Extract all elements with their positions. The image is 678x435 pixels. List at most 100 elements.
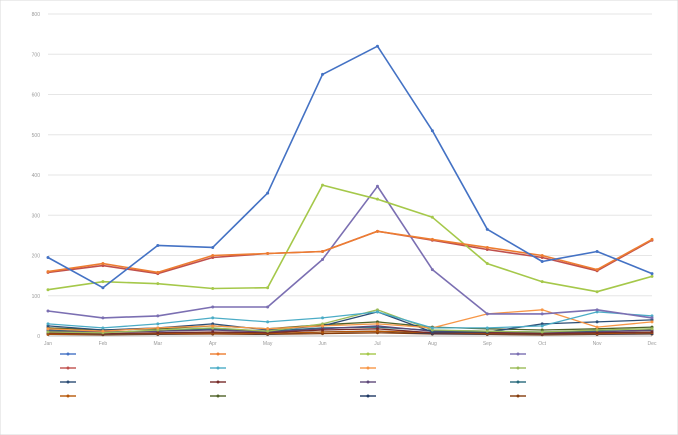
y-tick-label: 100 <box>32 294 41 300</box>
data-point <box>595 320 599 324</box>
legend-item <box>510 394 526 398</box>
y-tick-label: 800 <box>32 12 41 18</box>
data-point <box>321 316 325 320</box>
data-point <box>540 254 544 257</box>
axes: 0 100 200 300 400 500 600 700 800 Jan Feb Mar Apr May… <box>32 12 657 347</box>
data-point <box>595 249 599 253</box>
legend-item <box>210 352 226 356</box>
y-tick-label: 300 <box>32 213 41 219</box>
legend-swatch-marker <box>516 380 520 384</box>
data-point <box>211 324 215 328</box>
series-lines <box>46 44 654 337</box>
x-tick-label: Jun <box>319 341 327 347</box>
data-point <box>650 327 654 331</box>
data-point <box>375 327 379 331</box>
data-point <box>540 312 544 316</box>
data-point <box>595 328 599 332</box>
legend-swatch-marker <box>66 366 70 370</box>
data-point <box>430 268 434 272</box>
y-tick-label: 0 <box>37 334 40 340</box>
data-point <box>266 305 270 309</box>
y-tick-label: 700 <box>32 52 41 58</box>
data-point <box>430 215 434 219</box>
data-point <box>156 331 160 335</box>
y-tick-label: 500 <box>32 133 41 139</box>
data-point <box>375 197 379 201</box>
data-point <box>46 330 50 334</box>
data-point <box>101 280 105 284</box>
data-point <box>321 249 325 253</box>
data-point <box>156 322 160 326</box>
legend <box>60 352 526 398</box>
series-2 <box>46 183 654 294</box>
legend-swatch-marker <box>366 394 370 398</box>
series-line <box>47 309 653 334</box>
x-tick-label: Aug <box>428 341 437 347</box>
data-point <box>101 262 105 266</box>
data-point <box>375 310 379 314</box>
series-3 <box>46 184 654 320</box>
legend-swatch-marker <box>216 366 220 370</box>
data-point <box>321 328 325 332</box>
series-5 <box>46 310 654 330</box>
series-1 <box>46 229 654 274</box>
data-point <box>46 309 50 313</box>
x-tick-label: Dec <box>648 341 657 347</box>
x-tick-label: Jan <box>44 341 52 347</box>
data-point <box>266 251 270 255</box>
x-tick-label: Feb <box>99 341 108 347</box>
data-point <box>485 245 489 249</box>
data-point <box>156 270 160 274</box>
data-point <box>595 290 599 294</box>
series-line <box>47 185 653 319</box>
data-point <box>485 262 489 266</box>
data-point <box>650 272 654 276</box>
data-point <box>485 329 489 333</box>
data-point <box>46 270 50 274</box>
data-point <box>430 129 434 133</box>
legend-item <box>360 366 376 370</box>
data-point <box>156 326 160 330</box>
data-point <box>266 286 270 290</box>
data-point <box>211 254 215 257</box>
data-point <box>266 329 270 333</box>
legend-item <box>360 394 376 398</box>
series-line <box>47 184 653 293</box>
data-point <box>101 326 105 330</box>
x-tick-label: Sep <box>483 341 492 347</box>
legend-item <box>360 380 376 384</box>
data-point <box>650 330 654 334</box>
legend-swatch-marker <box>366 366 370 370</box>
legend-swatch-marker <box>66 352 70 356</box>
data-point <box>156 282 160 286</box>
x-tick-label: Oct <box>538 341 546 347</box>
series-line <box>47 311 653 329</box>
data-point <box>375 329 379 333</box>
legend-swatch-marker <box>216 380 220 384</box>
legend-swatch-marker <box>516 366 520 370</box>
data-point <box>650 237 654 241</box>
legend-item <box>210 366 226 370</box>
data-point <box>540 330 544 334</box>
legend-swatch-marker <box>216 352 220 356</box>
data-point <box>375 184 379 188</box>
data-point <box>211 305 215 309</box>
data-point <box>321 183 325 187</box>
legend-swatch-marker <box>366 380 370 384</box>
data-point <box>375 229 379 233</box>
legend-swatch-marker <box>366 352 370 356</box>
data-point <box>321 324 325 328</box>
data-point <box>101 286 105 290</box>
series-line <box>47 45 653 289</box>
data-point <box>156 243 160 247</box>
legend-item <box>210 380 226 384</box>
series-line <box>47 328 653 335</box>
data-point <box>46 288 50 292</box>
legend-item <box>60 352 76 356</box>
data-point <box>375 322 379 326</box>
data-point <box>46 322 50 326</box>
data-point <box>595 325 599 329</box>
